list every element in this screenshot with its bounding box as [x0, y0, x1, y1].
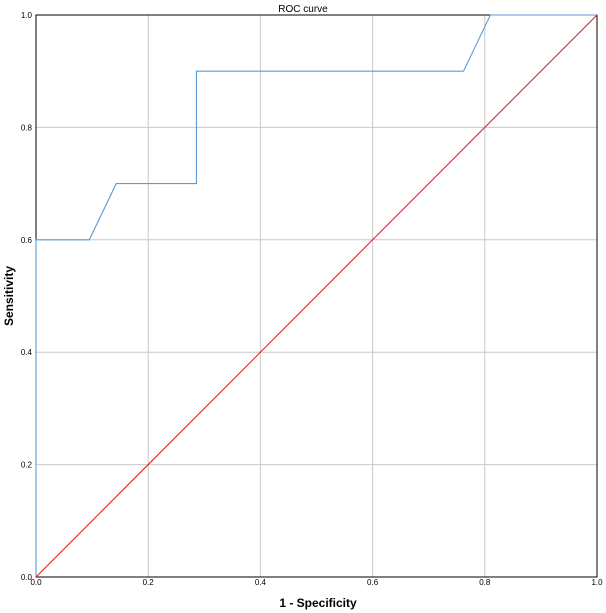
series-layer: [35, 14, 598, 578]
y-tick-label: 0.2: [21, 461, 33, 470]
x-tick-label: 0.0: [30, 578, 42, 587]
x-tick-label: 0.6: [367, 578, 379, 587]
x-tick-label: 1.0: [591, 578, 603, 587]
y-tick-label: 1.0: [21, 11, 33, 20]
y-axis-title: Sensitivity: [2, 266, 16, 326]
y-tick-label: 0.4: [21, 348, 33, 357]
roc-curve-line: [35, 14, 597, 577]
x-tick-labels: 0.0 0.2 0.4 0.6 0.8 1.0: [30, 578, 603, 587]
chart-title: ROC curve: [278, 4, 328, 15]
y-tick-label: 0.8: [21, 123, 33, 132]
grid-lines: [36, 15, 597, 577]
reference-diagonal-line: [35, 14, 598, 578]
x-axis-title: 1 - Specificity: [279, 596, 357, 610]
x-tick-label: 0.4: [255, 578, 267, 587]
x-tick-label: 0.2: [143, 578, 155, 587]
x-tick-label: 0.8: [479, 578, 491, 587]
y-tick-label: 0.6: [21, 236, 33, 245]
y-tick-label: 0.0: [21, 573, 33, 582]
y-tick-labels: 0.0 0.2 0.4 0.6 0.8 1.0: [21, 11, 33, 582]
